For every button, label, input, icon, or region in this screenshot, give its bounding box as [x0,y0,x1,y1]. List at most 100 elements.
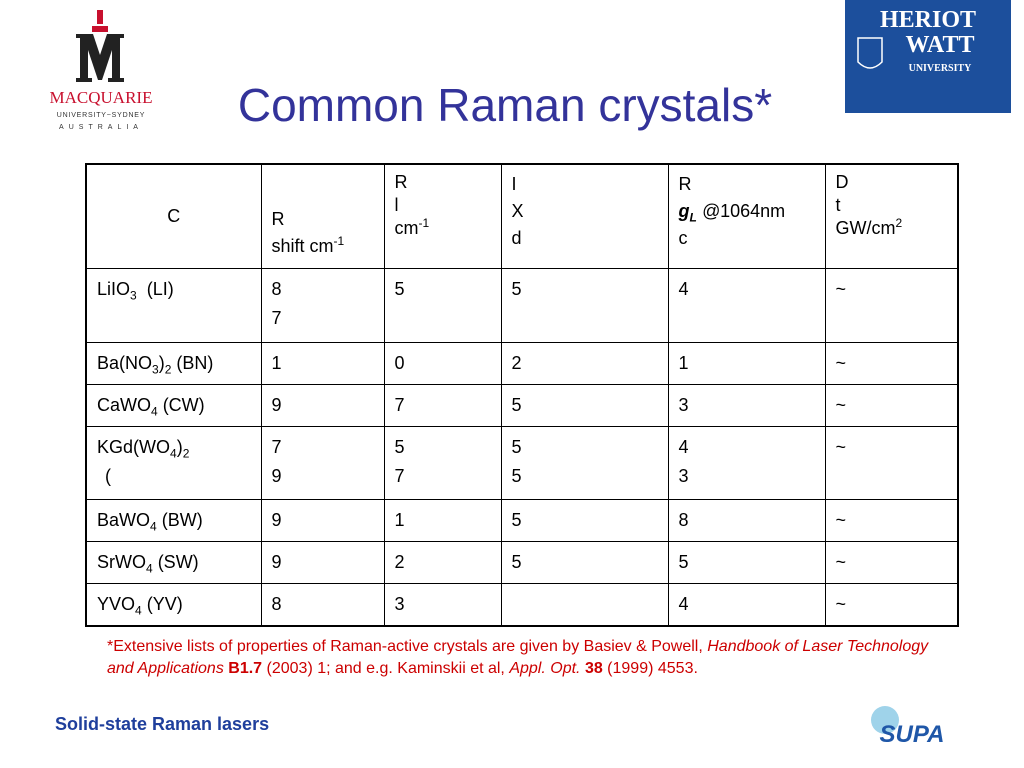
text: (CW) [157,394,205,415]
cell-line: R [395,171,491,194]
text: GW/cm [835,218,896,238]
text: KGd(WO [97,436,171,457]
text: BaWO [97,509,151,530]
cell-line: 5 [512,548,658,577]
text: 2 [394,551,405,572]
cell-line: 2 [512,349,658,378]
table-cell: C [85,163,262,269]
table-row: KGd(WO4)2(7 9 5 7 5 5 4 3 ~ [85,425,959,500]
cell-line: CaWO4 (CW) [97,391,251,420]
cell-line: 1 [272,349,374,378]
cell-line: 8 [679,506,815,535]
text: g [678,201,690,221]
cell-line: 8 [272,590,374,619]
cell-line: 9 [272,506,374,535]
text: 4 [678,593,689,614]
cell-line: 3 [679,462,815,491]
cell-line: 7 [272,433,374,462]
cell-line: X [512,198,658,225]
cell-line: ~ [836,349,948,378]
text: (1999) 4553. [602,660,698,677]
table-cell: ~ [824,425,959,500]
cell-line: d [512,225,658,252]
cell-line: ~ [836,506,948,535]
text: R [271,208,285,229]
cell-line: 4 [679,433,815,462]
cell-line: 5 [512,275,658,304]
cell-line: 5 [395,433,491,462]
script-text: 4 [135,603,142,618]
text: ~ [835,278,847,299]
table-cell: ~ [824,498,959,542]
table-cell: 7 [383,383,502,427]
table-cell: 5 [667,540,826,584]
logo-text: MACQUARIE [50,88,153,107]
cell-line: 7 [395,462,491,491]
text: ~ [835,509,847,530]
table-cell: CaWO4 (CW) [85,383,262,427]
logo-text: WATT [906,32,975,58]
text: ~ [835,551,847,572]
text: B1.7 [228,660,263,677]
table-cell: KGd(WO4)2 ( [85,425,262,500]
cell-line: ~ [836,548,948,577]
table-row: LiIO3 (LI) 8 7 5 5 4 ~ [85,267,959,343]
text: 7 [271,307,282,328]
text: 5 [511,509,522,530]
cell-line: ~ [836,590,948,619]
cell-line: C [97,203,251,230]
cell-line: ~ [836,275,948,304]
cell-line: 8 [272,275,374,304]
text: 1 [678,352,689,373]
cell-line: BaWO4 (BW) [97,506,251,535]
text: l [394,195,399,215]
cell-line: GW/cm2 [836,217,948,240]
cell-line: 9 [272,462,374,491]
table-cell: 4 [667,267,826,343]
text: @ [696,201,721,221]
script-text: 4 [150,519,157,534]
text: c [678,228,688,248]
logo-text: UNIVERSITY [909,63,973,74]
cell-line: LiIO3 (LI) [97,275,251,304]
cell-line: ~ [836,391,948,420]
logo-text: SUPA [880,721,945,748]
cell-line: 4 [679,590,815,619]
table-cell: YVO4 (YV) [85,582,262,626]
text: 5 [511,465,522,486]
text: 5 [394,278,405,299]
text: YVO [97,593,136,614]
text: 5 [511,278,522,299]
cell-line: YVO4 (YV) [97,590,251,619]
table-cell: 2 [383,540,502,584]
footnote: *Extensive lists of properties of Raman-… [107,636,957,680]
text: 7 [394,465,405,486]
table-cell: ~ [824,582,959,626]
table-cell: 0 [383,341,502,385]
table-cell: 5 [500,498,669,542]
cell-line: 5 [395,275,491,304]
cell-line: KGd(WO4)2 [97,433,251,462]
cell-line: Ba(NO3)2 (BN) [97,349,251,378]
text: (2003) 1; and e.g. Kaminskii et al, [262,660,510,677]
text: t [835,195,841,215]
table-cell: 5 [500,540,669,584]
cell-line: 2 [395,548,491,577]
table-row: SrWO4 (SW) 9 2 5 5 ~ [85,540,959,584]
text: 5 [394,436,405,457]
table-row: Ba(NO3)2 (BN) 1 0 2 1 ~ [85,341,959,385]
text: cm [394,218,419,238]
text: 0 [394,352,405,373]
footer: Solid-state Raman lasers [55,714,270,734]
text: ~ [835,394,847,415]
title: Common Raman crystals* [237,79,773,131]
text: X [511,201,524,221]
table-cell: Ba(NO3)2 (BN) [85,341,262,385]
